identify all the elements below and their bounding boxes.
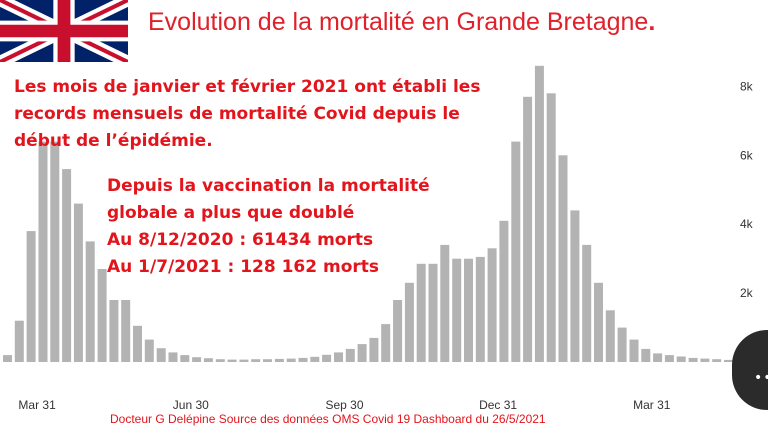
chart-bar <box>700 358 710 362</box>
source-footer: Docteur G Delépine Source des données OM… <box>110 412 546 426</box>
chart-bar <box>582 244 592 362</box>
annotation-vaccination: Depuis la vaccination la mortalité globa… <box>107 173 430 281</box>
annotation-vaccination-line: Au 8/12/2020 : 61434 morts <box>107 230 374 250</box>
chart-bar <box>594 282 603 362</box>
x-tick-label: Dec 31 <box>479 398 517 412</box>
y-tick-label: 2k <box>740 286 754 300</box>
chart-bar <box>73 203 83 362</box>
chart-bar <box>712 359 722 362</box>
chart-bar <box>393 300 403 362</box>
chart-bar <box>109 300 119 362</box>
chart-bar <box>511 141 521 362</box>
chart-bar <box>428 263 438 362</box>
chart-bar <box>251 359 261 362</box>
x-tick-label: Jun 30 <box>173 398 209 412</box>
chart-bar <box>381 324 391 362</box>
chart-bar <box>203 358 213 362</box>
chart-bar <box>440 244 450 362</box>
annotation-records-line: records mensuels de mortalité Covid depu… <box>14 104 460 124</box>
chart-bar <box>558 155 568 362</box>
annotation-records-line: début de l’épidémie. <box>14 131 213 151</box>
chart-x-ticks: Mar 31 Jun 30 Sep 30 Dec 31 Mar 31 <box>18 398 670 412</box>
chart-bar <box>144 339 154 362</box>
chart-bar <box>239 359 249 362</box>
chart-bar <box>452 258 462 362</box>
chart-y-ticks: 2k 4k 6k 8k <box>740 79 754 300</box>
page-title: Evolution de la mortalité en Grande Bret… <box>148 8 758 37</box>
chart-bar <box>487 248 497 362</box>
chart-bar <box>286 358 296 362</box>
chart-bar <box>227 359 237 362</box>
chart-bar <box>523 96 533 363</box>
chart-bar <box>475 256 485 362</box>
chart-bar <box>85 241 95 362</box>
page-title-text: Evolution de la mortalité en Grande Bret… <box>148 8 649 36</box>
chart-bar <box>534 65 544 363</box>
chart-bar <box>26 231 36 362</box>
chart-bar <box>97 269 107 362</box>
chart-bars <box>3 65 733 363</box>
x-tick-label: Mar 31 <box>18 398 56 412</box>
annotation-vaccination-line: Au 1/7/2021 : 128 162 morts <box>107 257 380 277</box>
chart-bar <box>546 93 556 363</box>
chart-bar <box>653 353 663 362</box>
chart-bar <box>345 348 355 362</box>
chart-bar <box>310 356 320 362</box>
chart-bar <box>3 355 12 362</box>
chart-bar <box>62 169 72 362</box>
chart-bar <box>192 357 202 362</box>
chart-bar <box>334 352 343 362</box>
chart-bar <box>274 358 284 362</box>
chart-bar <box>464 258 473 362</box>
chart-bar <box>156 348 166 362</box>
union-jack-flag-icon <box>0 0 128 62</box>
annotation-vaccination-line: globale a plus que doublé <box>107 203 355 223</box>
chart-bar <box>676 356 686 362</box>
y-tick-label: 4k <box>740 217 754 231</box>
chart-bar <box>629 339 639 362</box>
chat-bubble-icon: ••• <box>754 370 768 386</box>
chart-bar <box>168 352 178 362</box>
chart-bar <box>416 263 426 362</box>
chart-bar <box>664 355 674 362</box>
chart-bar <box>14 320 24 362</box>
chart-bar <box>38 141 48 362</box>
chart-bar <box>357 344 367 362</box>
chart-bar <box>688 357 698 362</box>
annotation-records-line: Les mois de janvier et février 2021 ont … <box>14 77 481 97</box>
chart-bar <box>499 220 509 362</box>
x-tick-label: Mar 31 <box>633 398 671 412</box>
y-tick-label: 6k <box>740 148 754 162</box>
annotation-records: Les mois de janvier et février 2021 ont … <box>14 74 481 155</box>
chart-bar <box>724 359 733 362</box>
x-tick-label: Sep 30 <box>325 398 363 412</box>
chart-bar <box>133 325 142 362</box>
page-title-period: . <box>648 8 656 36</box>
chart-bar <box>121 300 131 362</box>
chart-bar <box>50 141 60 362</box>
chart-bar <box>322 354 332 362</box>
chart-bar <box>605 310 615 362</box>
chart-bar <box>180 355 190 362</box>
chart-bar <box>570 210 580 362</box>
annotation-vaccination-line: Depuis la vaccination la mortalité <box>107 176 430 196</box>
chart-bar <box>215 359 225 362</box>
chart-bar <box>263 359 272 362</box>
chart-bar <box>404 282 414 362</box>
chart-bar <box>641 348 651 362</box>
chart-bar <box>369 337 379 362</box>
y-tick-label: 8k <box>740 79 754 93</box>
chart-bar <box>617 327 627 362</box>
chart-bar <box>298 357 308 362</box>
